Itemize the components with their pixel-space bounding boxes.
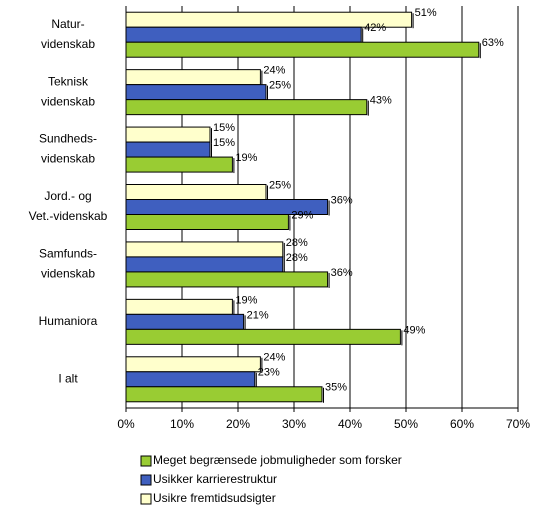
bar bbox=[125, 241, 284, 258]
bar bbox=[125, 41, 480, 58]
category-label: videnskab bbox=[41, 152, 95, 166]
x-tick-label: 30% bbox=[282, 417, 306, 431]
category-label: videnskab bbox=[41, 37, 95, 51]
data-label: 24% bbox=[263, 65, 285, 77]
data-label: 25% bbox=[269, 179, 291, 191]
bar bbox=[125, 271, 329, 288]
data-label: 28% bbox=[286, 252, 308, 264]
x-tick-label: 60% bbox=[450, 417, 474, 431]
x-tick-label: 0% bbox=[117, 417, 135, 431]
data-label: 19% bbox=[235, 152, 257, 164]
bar bbox=[125, 214, 289, 230]
bar bbox=[125, 141, 211, 158]
category-label: Sundheds- bbox=[39, 132, 97, 146]
data-label: 51% bbox=[415, 7, 437, 19]
category-label: videnskab bbox=[41, 267, 95, 281]
x-tick-label: 50% bbox=[394, 417, 418, 431]
legend-swatch bbox=[140, 493, 152, 505]
category-label: I alt bbox=[58, 371, 78, 385]
x-tick-label: 40% bbox=[338, 417, 362, 431]
legend-label: Meget begrænsede jobmuligheder som forsk… bbox=[153, 453, 402, 467]
category-label: Teknisk bbox=[48, 74, 89, 88]
bar bbox=[125, 386, 323, 403]
bar bbox=[125, 69, 261, 86]
bar bbox=[125, 356, 261, 373]
bar bbox=[125, 126, 211, 143]
legend-swatch bbox=[140, 455, 152, 467]
bar bbox=[125, 256, 284, 273]
data-label: 63% bbox=[482, 37, 504, 49]
bar bbox=[125, 313, 245, 330]
data-label: 43% bbox=[370, 95, 392, 107]
legend-label: Usikker karrierestruktur bbox=[153, 472, 277, 486]
data-label: 19% bbox=[235, 294, 257, 306]
data-label: 24% bbox=[263, 352, 285, 364]
category-label: Vet.-videnskab bbox=[29, 209, 108, 223]
bar bbox=[125, 99, 368, 116]
x-tick-label: 10% bbox=[170, 417, 194, 431]
bar bbox=[125, 298, 233, 315]
category-label: Natur- bbox=[51, 17, 84, 31]
category-label: videnskab bbox=[41, 94, 95, 108]
legend-swatch bbox=[140, 474, 152, 486]
data-label: 36% bbox=[331, 194, 353, 206]
legend-label: Usikre fremtidsudsigter bbox=[153, 491, 276, 505]
data-label: 15% bbox=[213, 122, 235, 134]
category-label: Jord.- og bbox=[44, 189, 91, 203]
category-label: Samfunds- bbox=[39, 247, 97, 261]
data-label: 21% bbox=[247, 309, 269, 321]
data-label: 35% bbox=[325, 382, 347, 394]
bar bbox=[125, 26, 362, 43]
data-label: 23% bbox=[258, 367, 280, 379]
data-label: 28% bbox=[286, 237, 308, 249]
bar bbox=[125, 84, 267, 101]
x-tick-label: 20% bbox=[226, 417, 250, 431]
bar bbox=[125, 184, 267, 200]
data-label: 25% bbox=[269, 80, 291, 92]
bar bbox=[125, 156, 233, 173]
x-tick-label: 70% bbox=[506, 417, 530, 431]
bar bbox=[125, 371, 256, 388]
data-label: 15% bbox=[213, 137, 235, 149]
data-label: 36% bbox=[331, 267, 353, 279]
data-label: 49% bbox=[403, 324, 425, 336]
category-label: Humaniora bbox=[39, 314, 98, 328]
data-label: 29% bbox=[291, 209, 313, 221]
data-label: 42% bbox=[364, 22, 386, 34]
bar bbox=[125, 328, 401, 345]
